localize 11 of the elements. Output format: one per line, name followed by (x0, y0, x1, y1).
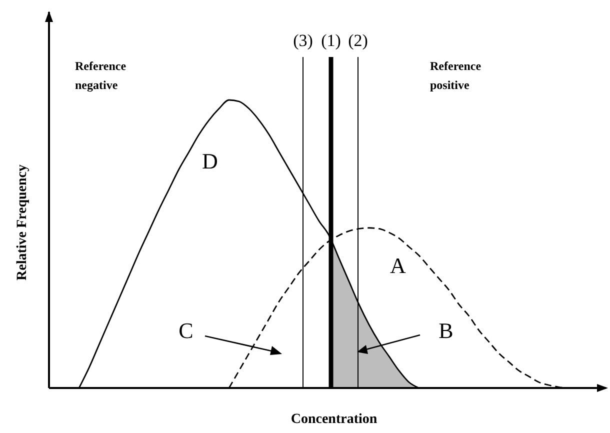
text: (1) (321, 31, 341, 50)
annotation: B (438, 318, 454, 344)
series-label: A (390, 252, 406, 278)
text: (3) (293, 31, 313, 50)
annotation: C (178, 318, 194, 344)
y-axis-title: Relative Frequency (15, 164, 30, 280)
x-axis-title: Concentration (290, 412, 378, 427)
text: (2) (348, 31, 368, 50)
text: Reference negative (75, 59, 127, 92)
text: Reference positive (430, 59, 482, 92)
series-label: D (202, 148, 218, 174)
